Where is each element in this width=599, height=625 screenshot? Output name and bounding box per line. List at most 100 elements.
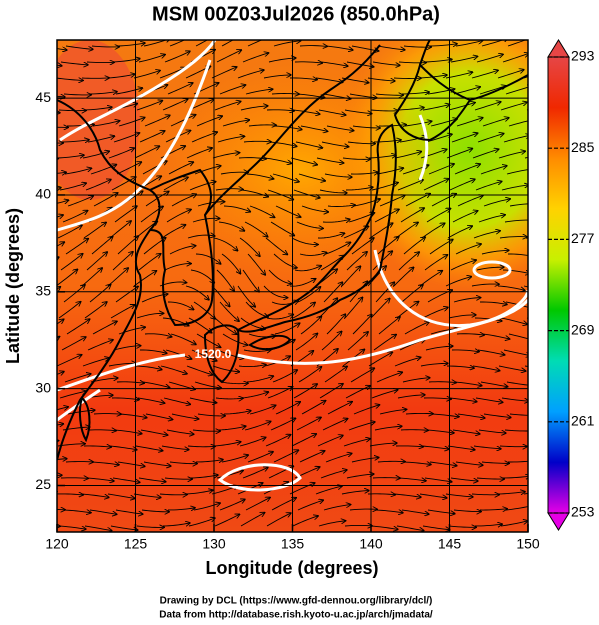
streamline (502, 269, 528, 274)
streamline (138, 55, 165, 63)
streamline (403, 237, 425, 255)
x-tick-label: 125 (124, 536, 148, 552)
streamline (274, 323, 300, 335)
streamline (110, 305, 135, 319)
warm-region (150, 60, 450, 280)
streamline (33, 303, 56, 318)
streamline (57, 509, 65, 510)
streamline (245, 498, 270, 511)
streamline (292, 302, 315, 319)
streamline (423, 179, 449, 191)
streamline (164, 478, 192, 479)
streamline (395, 222, 418, 239)
streamline (249, 405, 276, 415)
streamline (162, 523, 190, 527)
streamline (214, 317, 237, 334)
streamline (345, 187, 373, 190)
streamline (144, 334, 172, 337)
streamline (221, 253, 240, 274)
streamline (60, 254, 83, 271)
streamline (118, 118, 145, 127)
streamline (476, 54, 503, 63)
streamline (316, 157, 344, 163)
coastline (203, 324, 240, 384)
streamline (57, 269, 77, 286)
streamline (108, 363, 136, 367)
streamline (138, 254, 161, 271)
streamline (63, 94, 91, 95)
streamline (319, 189, 347, 193)
streamline (219, 85, 245, 95)
streamline (447, 445, 475, 450)
streamline (167, 508, 195, 510)
streamline (84, 525, 112, 531)
coastline (57, 99, 161, 461)
streamline (471, 284, 499, 286)
streamline (430, 329, 457, 335)
streamline (499, 237, 527, 238)
y-tick-label: 40 (35, 186, 51, 202)
streamline (497, 70, 524, 79)
streamline (115, 509, 143, 514)
streamline (347, 142, 375, 144)
streamline (266, 315, 293, 320)
streamline (421, 445, 449, 449)
streamline (113, 346, 141, 351)
streamline (83, 446, 111, 447)
streamline (300, 316, 321, 335)
streamline (341, 491, 369, 495)
streamline (323, 505, 350, 511)
streamline (240, 317, 265, 329)
streamline (449, 397, 477, 402)
x-tick-label: 130 (202, 536, 226, 552)
streamline (57, 172, 66, 174)
streamline (217, 136, 244, 143)
streamline (457, 196, 483, 207)
streamline (405, 194, 430, 207)
streamline (483, 199, 510, 207)
streamline (471, 70, 498, 79)
streamline (137, 397, 165, 403)
x-tick-label: 150 (516, 536, 540, 552)
streamline (299, 252, 327, 255)
colorbar-extend (547, 512, 570, 531)
streamline (57, 200, 68, 206)
streamline (503, 135, 528, 143)
streamline (221, 40, 234, 47)
colorbar-tick-label: 261 (571, 413, 595, 429)
streamline (116, 382, 144, 383)
streamline (240, 513, 264, 527)
streamline (65, 239, 88, 255)
streamline (244, 421, 271, 431)
streamline (109, 221, 131, 239)
streamline (295, 334, 317, 351)
streamline (395, 446, 423, 447)
streamline (375, 510, 403, 513)
streamline (167, 301, 194, 310)
streamline (89, 509, 117, 514)
streamline (352, 126, 380, 128)
streamline (351, 458, 379, 463)
streamline (112, 252, 133, 271)
coastline (78, 396, 91, 443)
streamline (275, 402, 300, 415)
streamline (65, 45, 93, 49)
streamline (191, 132, 217, 143)
streamline (296, 221, 323, 228)
streamline (474, 318, 502, 321)
streamline (57, 242, 64, 254)
streamline (367, 494, 395, 495)
streamline (213, 442, 241, 447)
streamline (89, 92, 117, 94)
streamline (508, 120, 528, 127)
streamline (502, 476, 528, 478)
streamline (169, 40, 186, 47)
streamline (188, 518, 215, 527)
streamline (450, 477, 478, 481)
x-tick-label: 135 (281, 536, 305, 552)
streamline (367, 77, 395, 81)
contour-line (59, 40, 217, 142)
streamline (242, 269, 259, 292)
streamline (396, 107, 424, 110)
streamline (320, 470, 347, 479)
